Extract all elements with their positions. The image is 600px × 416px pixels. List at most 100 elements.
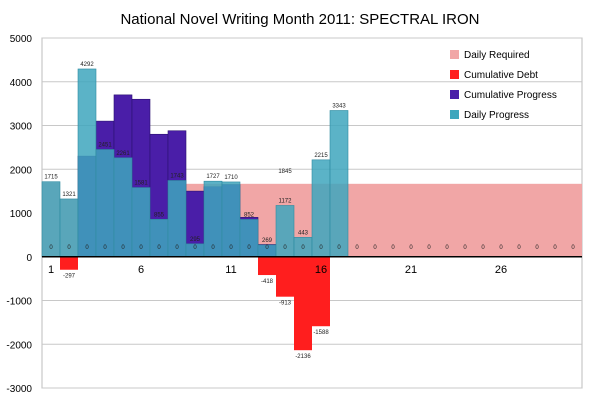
data-label: 855: [154, 212, 165, 218]
data-label: 1172: [279, 198, 293, 204]
zero-label: 0: [337, 245, 341, 251]
bar-daily-required: [474, 183, 492, 257]
data-label: 295: [190, 237, 201, 243]
data-label: 2261: [116, 151, 130, 157]
legend-swatch: [450, 70, 459, 79]
labels-layer: 1715 1321 -297 4292 2451 2261 1581 855 1743 295 17…: [44, 62, 575, 360]
y-tick-label: -3000: [6, 384, 32, 395]
axis-layer: 5000 4000 3000 2000 1000 0 -1000 -2000 -3000 1 6 11…: [6, 34, 582, 395]
bar-daily-required: [510, 183, 528, 257]
zero-label: 0: [157, 245, 161, 251]
bar-daily-required: [420, 183, 438, 257]
zero-label: 0: [247, 245, 251, 251]
data-label: 1727: [206, 174, 220, 180]
data-label: 2451: [98, 143, 112, 149]
zero-label: 0: [193, 245, 197, 251]
x-tick-label: 26: [495, 264, 507, 276]
bar-daily-progress: [149, 219, 169, 258]
zero-label: 0: [427, 245, 431, 251]
data-label: 1581: [134, 181, 148, 187]
chart-title: National Novel Writing Month 2011: SPECT…: [120, 11, 479, 28]
data-label: 1845: [278, 169, 292, 175]
zero-label: 0: [301, 245, 305, 251]
zero-label: 0: [373, 245, 377, 251]
zero-label: 0: [553, 245, 557, 251]
bar-daily-required: [492, 183, 510, 257]
data-label: 1710: [224, 175, 238, 181]
x-tick-label: 21: [405, 264, 417, 276]
bar-daily-progress: [95, 149, 115, 258]
legend-label: Cumulative Progress: [464, 90, 557, 101]
y-tick-label: -1000: [6, 297, 32, 308]
bar-daily-required: [366, 183, 384, 257]
y-tick-label: 4000: [10, 78, 33, 89]
legend-swatch: [450, 110, 459, 119]
zero-label: 0: [391, 245, 395, 251]
zero-label: 0: [535, 245, 539, 251]
y-tick-label: 1000: [10, 209, 33, 220]
y-tick-label: -2000: [6, 340, 32, 351]
data-label: 4292: [80, 62, 94, 68]
legend-label: Daily Required: [464, 50, 530, 61]
bar-daily-required: [528, 183, 546, 257]
data-label: 3343: [332, 103, 346, 109]
data-label: 1743: [170, 173, 184, 179]
data-label: 852: [244, 212, 255, 218]
bar-cumulative-debt: [276, 256, 294, 297]
zero-label: 0: [121, 245, 125, 251]
bars-layer: [41, 68, 582, 351]
data-label: -297: [63, 274, 76, 280]
bar-daily-progress: [311, 159, 331, 258]
zero-label: 0: [67, 245, 71, 251]
bar-daily-required: [456, 183, 474, 257]
bar-cumulative-debt: [258, 256, 276, 276]
zero-label: 0: [175, 245, 179, 251]
legend-swatch: [450, 50, 459, 59]
zero-label: 0: [499, 245, 503, 251]
data-label: -1588: [313, 330, 329, 336]
zero-label: 0: [139, 245, 143, 251]
zero-label: 0: [319, 245, 323, 251]
bar-daily-progress: [77, 68, 97, 258]
x-tick-label: 16: [315, 264, 327, 276]
data-label: 2215: [314, 153, 328, 159]
bar-daily-progress: [329, 110, 349, 258]
zero-label: 0: [229, 245, 233, 251]
zero-label: 0: [355, 245, 359, 251]
data-label: 269: [262, 238, 273, 244]
legend-swatch: [450, 90, 459, 99]
bar-daily-required: [348, 183, 366, 257]
bar-daily-required: [546, 183, 564, 257]
x-tick-label: 11: [225, 264, 236, 276]
data-label: -418: [261, 279, 274, 285]
y-tick-label: 5000: [10, 34, 33, 45]
y-tick-label: 3000: [10, 122, 33, 133]
legend-label: Daily Progress: [464, 110, 529, 121]
bar-cumulative-debt: [60, 256, 78, 270]
x-tick-label: 6: [138, 264, 144, 276]
data-label: 443: [298, 230, 309, 236]
zero-label: 0: [265, 245, 269, 251]
y-tick-label: 0: [26, 253, 32, 264]
bar-daily-required: [438, 183, 456, 257]
zero-label: 0: [481, 245, 485, 251]
zero-label: 0: [85, 245, 89, 251]
bar-cumulative-debt: [294, 256, 312, 351]
zero-label: 0: [445, 245, 449, 251]
zero-label: 0: [571, 245, 575, 251]
zero-label: 0: [283, 245, 287, 251]
zero-label: 0: [463, 245, 467, 251]
zero-label: 0: [103, 245, 107, 251]
y-tick-label: 2000: [10, 165, 33, 176]
legend-label: Cumulative Debt: [464, 70, 538, 81]
zero-label: 0: [211, 245, 215, 251]
bar-daily-required: [258, 183, 276, 257]
data-label: -2136: [295, 354, 311, 360]
data-label: 1321: [62, 192, 76, 198]
bar-daily-required: [564, 183, 582, 257]
legend: Daily Required Cumulative Debt Cumulative …: [450, 50, 557, 121]
zero-label: 0: [517, 245, 521, 251]
bar-daily-required: [384, 183, 402, 257]
